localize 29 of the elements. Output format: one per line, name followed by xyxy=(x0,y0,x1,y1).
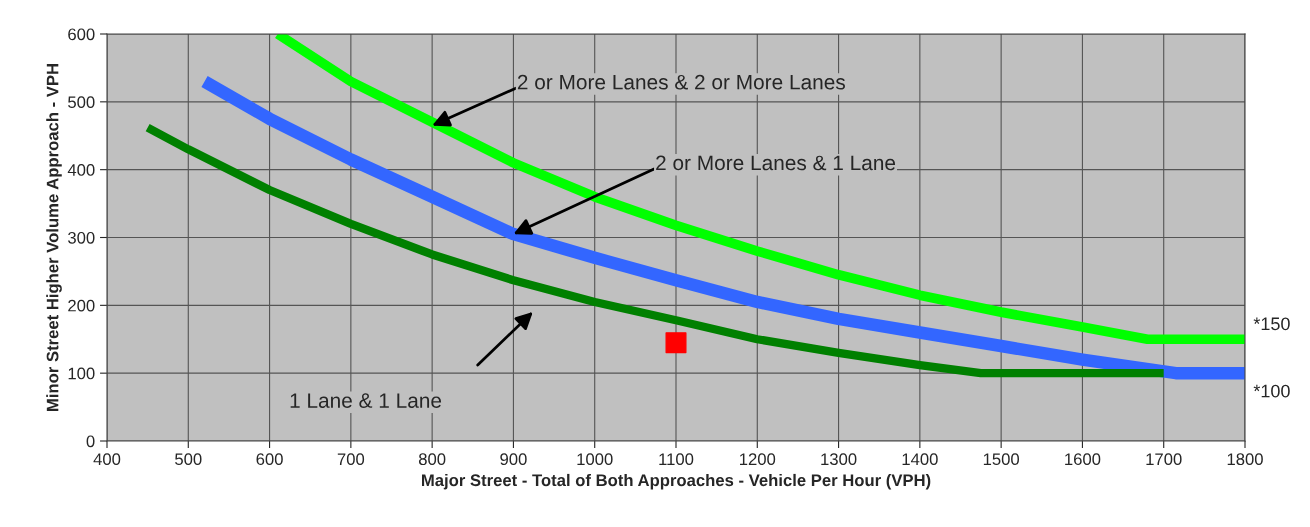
x-tick-label: 1100 xyxy=(659,453,694,466)
x-tick-label: 1400 xyxy=(902,453,938,466)
x-tick-label: 1800 xyxy=(1227,453,1263,466)
y-tick-label: 500 xyxy=(68,96,95,109)
y-tick-label: 400 xyxy=(67,164,95,176)
x-tick-label: 1300 xyxy=(821,453,857,466)
x-tick-label: 1000 xyxy=(577,453,613,466)
y-axis-title: Minor Street Higher Volume Approach - VPH xyxy=(46,64,62,411)
x-tick-label: 1600 xyxy=(1065,453,1101,466)
x-axis-title: Major Street - Total of Both Approaches - Vehicle Per Hour (VPH) xyxy=(422,473,931,490)
x-tick-label: 500 xyxy=(175,453,202,466)
annotation: *150 xyxy=(1253,317,1290,331)
x-tick-label: 700 xyxy=(337,453,365,466)
y-tick-label: 200 xyxy=(68,299,95,312)
annotation: 1 Lane & 1 Lane xyxy=(290,393,442,408)
x-tick-label: 1500 xyxy=(983,453,1020,466)
annotation: 2 or More Lanes & 2 or More Lanes xyxy=(517,74,845,90)
annotation: *100 xyxy=(1253,384,1290,398)
x-tick-label: 1700 xyxy=(1146,453,1182,466)
x-tick-label: 400 xyxy=(93,453,121,466)
annotation: 2 or More Lanes & 1 Lane xyxy=(656,155,896,171)
y-tick-label: 100 xyxy=(68,367,95,380)
y-tick-label: 0 xyxy=(86,435,95,448)
x-tick-label: 1200 xyxy=(740,453,776,466)
y-tick-label: 600 xyxy=(68,28,95,41)
y-tick-label: 300 xyxy=(68,231,95,244)
x-tick-label: 800 xyxy=(418,453,446,466)
x-tick-label: 600 xyxy=(256,453,283,466)
x-tick-label: 900 xyxy=(500,453,527,466)
